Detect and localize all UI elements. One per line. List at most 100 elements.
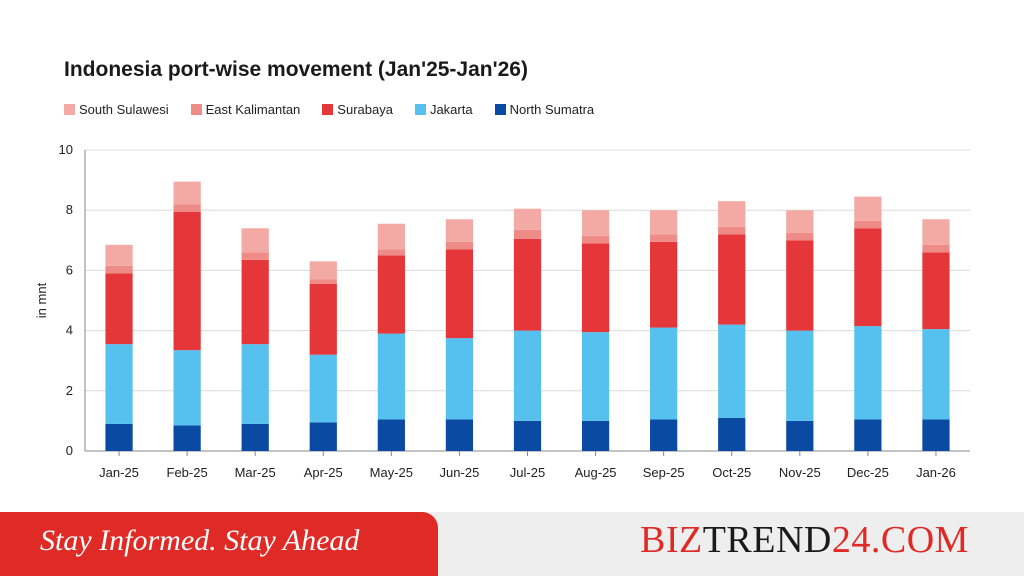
- tagline-text: Stay Informed. Stay Ahead: [40, 524, 360, 557]
- bar-surabaya: [922, 252, 950, 330]
- y-tick-label: 2: [66, 383, 73, 398]
- bar-surabaya: [173, 211, 201, 351]
- bar-jakarta: [650, 327, 678, 420]
- bar-east-kalimantan: [105, 265, 133, 274]
- legend-swatch: [494, 104, 506, 115]
- chart-title: Indonesia port-wise movement (Jan'25-Jan…: [64, 58, 528, 81]
- legend-item: North Sumatra: [494, 102, 595, 117]
- bar-jakarta: [786, 330, 814, 421]
- y-axis-label: in mnt: [34, 282, 49, 318]
- legend-label: East Kalimantan: [205, 102, 301, 117]
- bar-east-kalimantan: [513, 229, 542, 239]
- x-tick-label: Jul-25: [510, 465, 545, 480]
- bar-surabaya: [377, 255, 405, 334]
- brand-logo[interactable]: BIZTREND24.COM: [640, 518, 969, 562]
- bar-south-sulawesi: [173, 181, 201, 205]
- x-tick-label: Mar-25: [235, 465, 276, 480]
- y-tick-label: 10: [59, 142, 73, 157]
- bar-jakarta: [445, 338, 474, 420]
- y-tick-label: 6: [66, 262, 73, 277]
- bar-jakarta: [581, 332, 610, 421]
- bar-east-kalimantan: [718, 226, 746, 235]
- legend-swatch: [190, 104, 202, 115]
- bar-north-sumatra: [105, 423, 133, 451]
- bar-north-sumatra: [718, 417, 746, 451]
- x-tick-label: Sep-25: [643, 465, 685, 480]
- bar-south-sulawesi: [922, 219, 950, 245]
- chart-plot: 0 2 4 6 8 10 in mnt Jan-25 Feb-25 Mar-25 Apr-25 May…: [34, 142, 970, 480]
- x-tick-label: Aug-25: [575, 465, 617, 480]
- bar-jakarta: [922, 329, 950, 420]
- bar-jakarta: [718, 324, 746, 418]
- bar-surabaya: [718, 234, 746, 325]
- legend-label: Jakarta: [429, 102, 473, 117]
- bar-north-sumatra: [309, 422, 337, 451]
- bar-jakarta: [309, 354, 337, 423]
- bar-surabaya: [445, 249, 474, 339]
- bar-south-sulawesi: [650, 210, 678, 235]
- bar-jakarta: [173, 350, 201, 426]
- bar-north-sumatra: [581, 420, 610, 451]
- bar-north-sumatra: [241, 423, 269, 451]
- bar-surabaya: [786, 240, 814, 331]
- bar-east-kalimantan: [173, 204, 201, 212]
- bar-jakarta: [513, 330, 542, 421]
- bar-south-sulawesi: [445, 219, 474, 242]
- bar-north-sumatra: [786, 420, 814, 451]
- bar-east-kalimantan: [650, 234, 678, 242]
- brand-logo-dark: TREND: [702, 519, 832, 561]
- x-tick-label: Oct-25: [712, 465, 751, 480]
- x-tick-label: Feb-25: [167, 465, 208, 480]
- tagline-banner: [0, 512, 438, 576]
- bar-jakarta: [854, 326, 882, 420]
- bar-south-sulawesi: [105, 244, 133, 266]
- bar-east-kalimantan: [786, 232, 814, 241]
- bar-surabaya: [105, 273, 133, 345]
- bar-south-sulawesi: [513, 208, 542, 230]
- legend-item: Jakarta: [414, 102, 473, 117]
- bar-surabaya: [241, 259, 269, 345]
- bar-jakarta: [241, 344, 269, 424]
- legend-item: South Sulawesi: [64, 102, 169, 117]
- bar-east-kalimantan: [241, 252, 269, 260]
- x-tick-label: May-25: [370, 465, 413, 480]
- chart-legend: South Sulawesi East Kalimantan Surabaya Jak…: [64, 102, 594, 117]
- y-tick-label: 4: [66, 323, 73, 338]
- x-tick-label: Jan-25: [99, 465, 139, 480]
- y-tick-label: 8: [66, 202, 73, 217]
- legend-label: North Sumatra: [509, 102, 595, 117]
- bar-jakarta: [377, 333, 405, 420]
- bar-south-sulawesi: [581, 210, 610, 236]
- x-tick-label: Jun-25: [440, 465, 480, 480]
- x-tick-label: Nov-25: [779, 465, 821, 480]
- bar-south-sulawesi: [377, 223, 405, 250]
- y-tick-label: 0: [66, 443, 73, 458]
- bar-east-kalimantan: [922, 244, 950, 253]
- bar-north-sumatra: [513, 420, 542, 451]
- bar-east-kalimantan: [377, 249, 405, 256]
- bar-east-kalimantan: [581, 235, 610, 244]
- bar-south-sulawesi: [854, 196, 882, 221]
- brand-logo-red: BIZ: [640, 519, 703, 561]
- bar-south-sulawesi: [786, 210, 814, 233]
- legend-label: Surabaya: [337, 102, 393, 117]
- legend-swatch: [322, 104, 334, 115]
- bar-north-sumatra: [173, 425, 201, 451]
- x-tick-label: Jan-26: [916, 465, 956, 480]
- bar-jakarta: [105, 344, 133, 424]
- x-tick-label: Apr-25: [304, 465, 343, 480]
- bar-north-sumatra: [922, 419, 950, 451]
- legend-swatch: [414, 104, 426, 115]
- bar-south-sulawesi: [718, 201, 746, 227]
- bar-surabaya: [513, 238, 542, 331]
- bar-east-kalimantan: [309, 279, 337, 284]
- bar-south-sulawesi: [309, 261, 337, 280]
- legend-label: South Sulawesi: [79, 102, 169, 117]
- bar-east-kalimantan: [445, 241, 474, 250]
- bar-surabaya: [581, 243, 610, 333]
- legend-item: East Kalimantan: [190, 102, 301, 117]
- bar-surabaya: [650, 241, 678, 328]
- bar-surabaya: [309, 283, 337, 355]
- bar-north-sumatra: [650, 419, 678, 451]
- bar-north-sumatra: [445, 419, 474, 451]
